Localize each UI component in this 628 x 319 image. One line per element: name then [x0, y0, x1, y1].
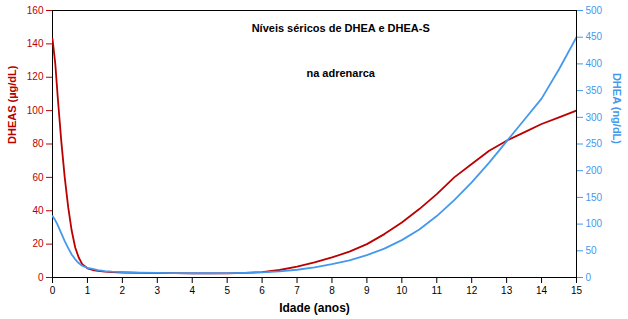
svg-text:DHEA (ng/dL): DHEA (ng/dL)	[611, 73, 623, 144]
svg-text:450: 450	[586, 31, 603, 42]
svg-text:120: 120	[27, 71, 44, 82]
svg-text:60: 60	[32, 172, 44, 183]
svg-text:200: 200	[586, 165, 603, 176]
svg-text:80: 80	[32, 138, 44, 149]
svg-text:11: 11	[432, 285, 443, 296]
svg-text:DHEAS (µg/dL): DHEAS (µg/dL)	[6, 65, 18, 144]
svg-text:0: 0	[38, 272, 44, 283]
svg-text:150: 150	[586, 192, 603, 203]
svg-text:10: 10	[396, 285, 408, 296]
svg-text:40: 40	[32, 205, 44, 216]
svg-text:Idade (anos): Idade (anos)	[279, 301, 350, 315]
svg-text:250: 250	[586, 138, 603, 149]
svg-text:0: 0	[50, 285, 56, 296]
svg-text:8: 8	[329, 285, 335, 296]
svg-text:100: 100	[586, 218, 603, 229]
svg-text:7: 7	[294, 285, 300, 296]
svg-text:6: 6	[259, 285, 265, 296]
svg-text:50: 50	[586, 245, 598, 256]
svg-text:3: 3	[155, 285, 161, 296]
svg-text:100: 100	[27, 105, 44, 116]
svg-text:13: 13	[501, 285, 513, 296]
svg-text:140: 140	[27, 38, 44, 49]
svg-text:500: 500	[586, 5, 603, 16]
svg-text:160: 160	[27, 5, 44, 16]
svg-text:na adrenarca: na adrenarca	[306, 67, 375, 79]
svg-text:20: 20	[32, 238, 44, 249]
svg-text:Níveis séricos de DHEA e DHEA-: Níveis séricos de DHEA e DHEA-S	[252, 22, 430, 34]
svg-text:4: 4	[189, 285, 195, 296]
svg-text:400: 400	[586, 58, 603, 69]
svg-text:300: 300	[586, 112, 603, 123]
svg-text:12: 12	[466, 285, 478, 296]
svg-text:0: 0	[586, 272, 592, 283]
svg-text:15: 15	[571, 285, 583, 296]
svg-text:9: 9	[364, 285, 370, 296]
svg-text:1: 1	[85, 285, 91, 296]
svg-text:14: 14	[536, 285, 548, 296]
svg-text:5: 5	[224, 285, 230, 296]
svg-text:350: 350	[586, 85, 603, 96]
svg-text:2: 2	[120, 285, 126, 296]
